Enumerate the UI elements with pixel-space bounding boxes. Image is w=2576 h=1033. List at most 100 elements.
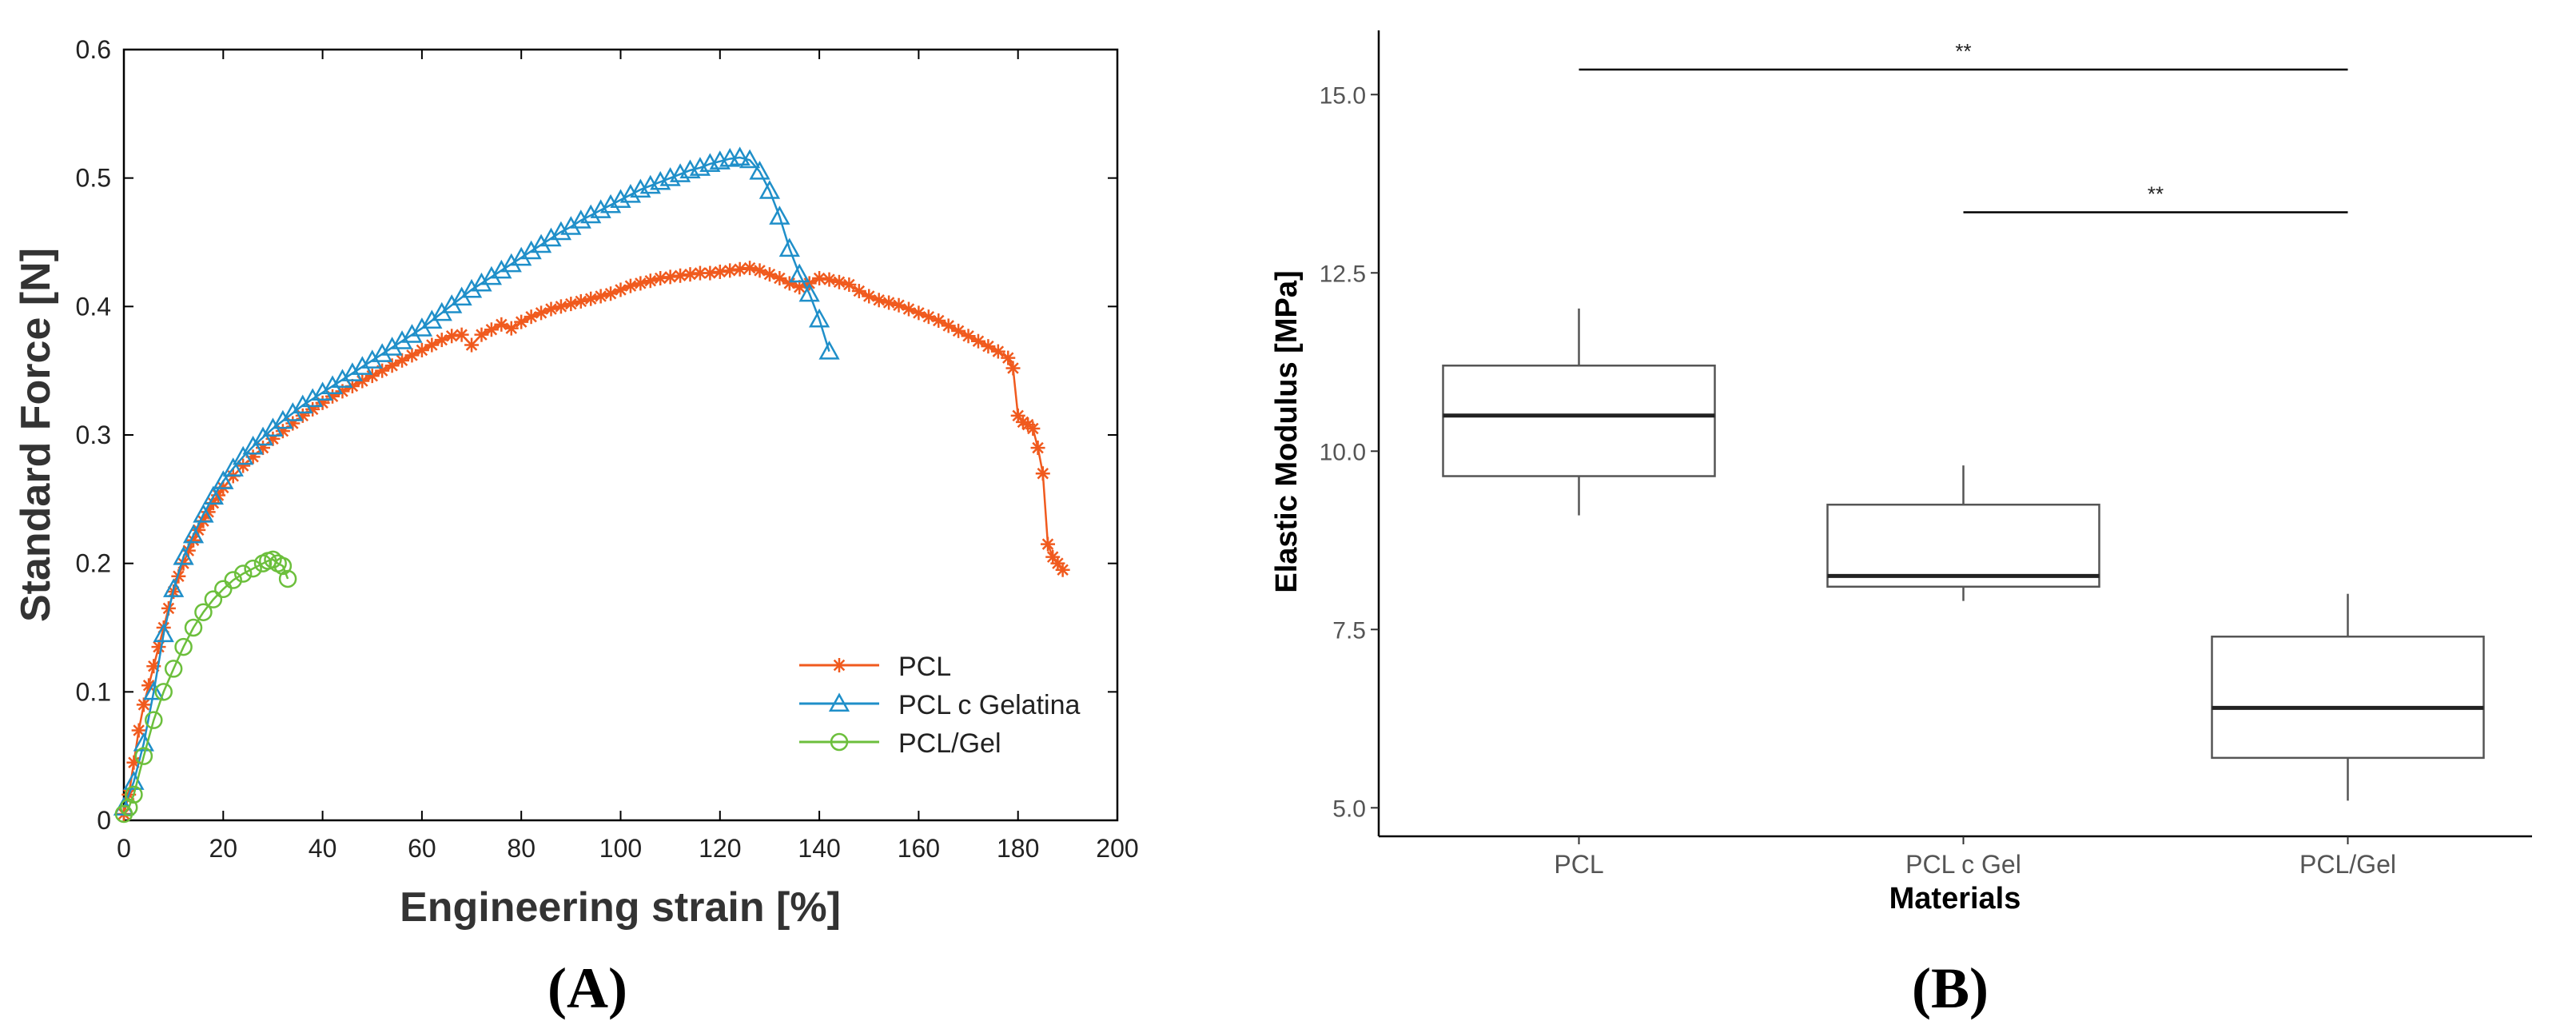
data-point-pcl [692, 265, 707, 281]
box-iqr [1442, 365, 1716, 477]
data-point-pcl [553, 299, 568, 314]
series-group-a [113, 146, 1070, 824]
y-ticks-b: 5.0 7.5 10.0 12.5 15.0 [1320, 82, 1379, 822]
data-point-pcl-c-gelatina [599, 193, 622, 213]
data-point-pcl-c-gelatina [520, 240, 542, 260]
data-point-pcl [444, 329, 460, 344]
data-point-pcl [1005, 361, 1021, 376]
legend-entry-pcl-gel: PCL/Gel [799, 728, 1001, 759]
data-point-pcl [931, 313, 946, 329]
data-point-pcl-c-gelatina [540, 227, 562, 247]
data-point-pcl [831, 274, 846, 289]
y-tick-label-a: 0.5 [76, 164, 111, 193]
data-point-pcl-gel [244, 559, 262, 578]
data-point-pcl-c-gelatina [222, 457, 244, 477]
panel-label-b: (B) [1912, 956, 1989, 1020]
data-point-pcl-c-gelatina [312, 381, 333, 401]
data-point-pcl [990, 344, 1005, 359]
x-axis-title-a: Engineering strain [%] [400, 884, 841, 931]
data-point-pcl-c-gelatina [391, 330, 413, 349]
data-point-pcl-c-gelatina [352, 356, 373, 375]
line-chart-panel-a: 0 20 40 60 80 100 120 140 160 180 200 0 0.1 0.2 0.3 0.4… [13, 35, 1139, 1020]
data-point-pcl [951, 323, 966, 338]
data-point-pcl [573, 293, 588, 309]
data-point-pcl-c-gelatina [808, 308, 830, 328]
data-point-pcl [653, 270, 668, 285]
data-point-pcl [395, 353, 410, 368]
data-point-pcl [961, 329, 976, 344]
legend-a: PCL PCL c Gelatina PCL/Gel [799, 652, 1080, 759]
data-point-pcl [384, 358, 400, 373]
data-point-pcl [1030, 441, 1045, 456]
box-plot-panel-b: 5.0 7.5 10.0 12.5 15.0 PCL PCL c Gel PCL/Gel *… [1270, 30, 2532, 1020]
data-point-pcl-c-gelatina [610, 189, 631, 209]
x-tick-label-a: 160 [898, 834, 940, 863]
panel-label-a: (A) [547, 956, 627, 1020]
x-tick-label-a: 140 [798, 834, 840, 863]
x-tick-label-a: 80 [507, 834, 536, 863]
data-point-pcl [1010, 408, 1025, 423]
data-point-pcl [981, 339, 996, 354]
data-point-pcl [474, 327, 489, 342]
data-point-pcl [1040, 536, 1055, 552]
y-axis-title-b: Elastic Modulus [MPa] [1270, 270, 1304, 592]
data-point-pcl-c-gelatina [292, 394, 313, 414]
data-point-pcl-gel [233, 564, 253, 583]
data-point-pcl-c-gelatina [213, 470, 234, 489]
y-axis-title-a: Standard Force [N] [13, 248, 59, 622]
data-point-pcl-gel [214, 580, 233, 599]
data-point-pcl [842, 277, 857, 293]
data-point-pcl [1055, 562, 1070, 577]
data-point-pcl [851, 284, 866, 299]
data-point-pcl-c-gelatina [798, 282, 820, 302]
data-point-pcl-c-gelatina [193, 504, 214, 523]
data-point-pcl-c-gelatina [460, 278, 483, 298]
data-point-pcl-c-gelatina [242, 435, 264, 455]
data-point-pcl [871, 293, 886, 308]
data-point-pcl-c-gelatina [739, 149, 761, 169]
data-point-pcl-gel [264, 550, 282, 569]
data-point-pcl-c-gelatina [233, 445, 254, 465]
data-point-pcl-c-gelatina [560, 216, 582, 235]
x-tick-label-a: 0 [117, 834, 131, 863]
data-point-pcl-c-gelatina [202, 485, 224, 505]
series-pcl-gel [114, 550, 297, 824]
data-point-pcl-gel [134, 747, 153, 765]
data-point-pcl [703, 265, 718, 281]
data-point-pcl-c-gelatina [758, 180, 781, 199]
data-point-pcl-c-gelatina [372, 343, 393, 362]
data-point-pcl-c-gelatina [530, 233, 552, 253]
x-tick-label-pcl-c-gel: PCL c Gel [1905, 850, 2021, 879]
x-tick-label-a: 120 [699, 834, 741, 863]
data-point-pcl [673, 268, 688, 283]
data-point-pcl-c-gelatina [778, 237, 800, 257]
data-point-pcl [1025, 421, 1041, 436]
data-point-pcl [633, 276, 648, 291]
data-point-pcl-c-gelatina [471, 272, 492, 292]
x-tick-label-pcl-gel: PCL/Gel [2299, 850, 2396, 879]
y-tick-label-b: 5.0 [1332, 796, 1366, 822]
data-point-pcl-c-gelatina [332, 369, 353, 388]
y-tick-label-b: 12.5 [1320, 261, 1366, 287]
x-tick-label-a: 40 [309, 834, 337, 863]
box-pcl [1442, 308, 1716, 516]
legend-symbol-pcl-c-gelatina [828, 692, 850, 712]
data-point-pcl-c-gelatina [182, 524, 205, 544]
x-tick-label-a: 180 [997, 834, 1039, 863]
legend-marker-pcl-c-gelatina [828, 692, 850, 712]
box-pcl-c-gel [1826, 465, 2100, 601]
data-point-pcl-c-gelatina [163, 578, 185, 597]
data-point-pcl-c-gelatina [252, 426, 274, 446]
y-tick-label-a: 0.3 [76, 421, 111, 449]
data-point-pcl [623, 278, 638, 293]
data-point-pcl [663, 269, 678, 285]
significance-bars-b: ** ** [1579, 39, 2348, 213]
data-point-pcl-c-gelatina [619, 183, 642, 203]
x-ticks-b: PCL PCL c Gel PCL/Gel [1554, 836, 2396, 879]
data-point-pcl-c-gelatina [143, 680, 165, 700]
x-tick-label-a: 60 [408, 834, 436, 863]
data-point-pcl [464, 337, 480, 353]
data-point-pcl [1035, 466, 1050, 481]
data-point-pcl [236, 458, 251, 473]
legend-marker-pcl [832, 658, 846, 672]
